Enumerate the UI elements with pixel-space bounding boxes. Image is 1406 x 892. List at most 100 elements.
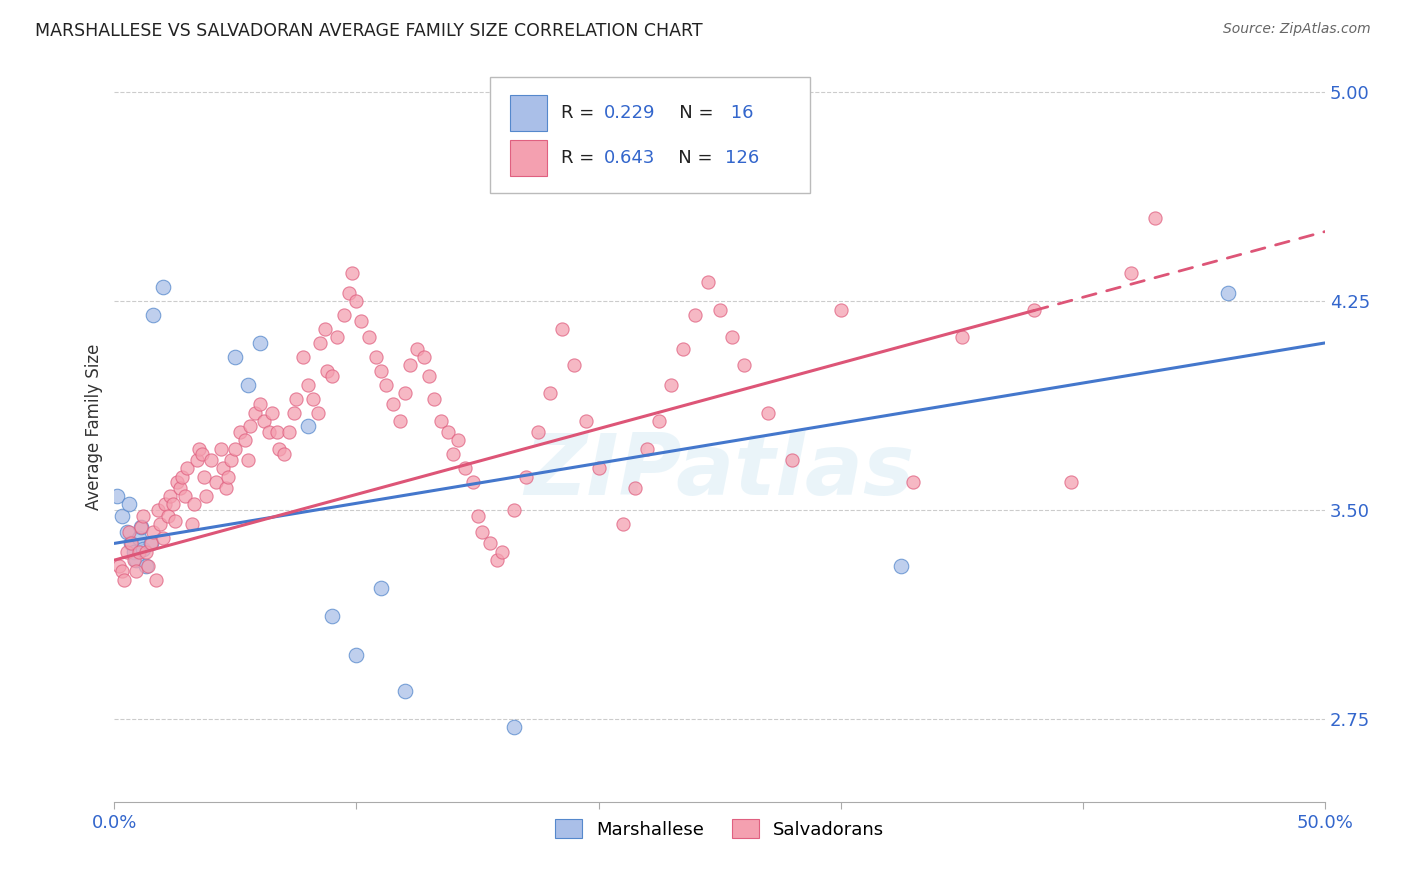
Point <box>118 525 141 540</box>
Point <box>780 453 803 467</box>
Point <box>302 392 325 406</box>
Y-axis label: Average Family Size: Average Family Size <box>86 343 103 509</box>
Point <box>502 503 524 517</box>
Point <box>733 358 755 372</box>
Point <box>340 266 363 280</box>
Point <box>418 369 440 384</box>
Point <box>205 475 228 490</box>
Point <box>364 350 387 364</box>
Point <box>685 308 707 322</box>
Point <box>186 453 208 467</box>
Point <box>155 497 177 511</box>
Point <box>430 414 453 428</box>
Point <box>346 648 368 662</box>
Point <box>193 469 215 483</box>
Point <box>890 558 912 573</box>
Point <box>437 425 460 439</box>
Point <box>333 308 356 322</box>
Point <box>163 514 186 528</box>
Point <box>467 508 489 523</box>
Point <box>215 481 238 495</box>
Point <box>672 342 695 356</box>
Point <box>152 531 174 545</box>
Point <box>1121 266 1143 280</box>
Point <box>249 397 271 411</box>
Point <box>659 377 682 392</box>
Point <box>108 558 131 573</box>
Point <box>1144 211 1167 225</box>
Point <box>283 406 305 420</box>
Point <box>212 461 235 475</box>
Point <box>239 419 262 434</box>
Point <box>423 392 446 406</box>
Point <box>267 442 290 456</box>
Point <box>132 541 155 556</box>
Point <box>135 545 157 559</box>
Point <box>173 489 195 503</box>
Point <box>120 536 142 550</box>
Point <box>159 489 181 503</box>
Point <box>183 497 205 511</box>
Point <box>636 442 658 456</box>
Text: R =: R = <box>561 104 600 122</box>
Point <box>233 434 256 448</box>
Point <box>709 302 731 317</box>
Point <box>478 536 501 550</box>
Point <box>297 377 319 392</box>
Point <box>346 294 368 309</box>
Text: MARSHALLESE VS SALVADORAN AVERAGE FAMILY SIZE CORRELATION CHART: MARSHALLESE VS SALVADORAN AVERAGE FAMILY… <box>35 22 703 40</box>
Point <box>125 564 148 578</box>
Point <box>118 497 141 511</box>
Point <box>277 425 299 439</box>
Point <box>950 330 973 344</box>
Point <box>441 447 464 461</box>
Point <box>142 525 165 540</box>
Text: 0.643: 0.643 <box>605 149 655 167</box>
Point <box>350 314 373 328</box>
Point <box>176 461 198 475</box>
Point <box>253 414 276 428</box>
FancyBboxPatch shape <box>510 95 547 131</box>
Point <box>132 508 155 523</box>
Point <box>146 503 169 517</box>
Point <box>903 475 925 490</box>
Point <box>447 434 470 448</box>
Point <box>575 414 598 428</box>
Point <box>316 364 339 378</box>
Point <box>105 489 128 503</box>
Point <box>1216 285 1239 300</box>
Text: N =: N = <box>661 149 718 167</box>
Point <box>128 531 150 545</box>
Point <box>389 414 412 428</box>
Point <box>370 364 392 378</box>
Point <box>188 442 211 456</box>
Point <box>370 581 392 595</box>
Point <box>398 358 420 372</box>
Point <box>169 481 191 495</box>
Point <box>357 330 380 344</box>
Point <box>145 573 167 587</box>
Point <box>162 497 184 511</box>
Point <box>321 369 343 384</box>
FancyBboxPatch shape <box>489 77 810 194</box>
Point <box>292 350 315 364</box>
Point <box>135 558 157 573</box>
Point <box>394 386 416 401</box>
Point <box>491 545 513 559</box>
Point <box>309 335 332 350</box>
Point <box>830 302 852 317</box>
Point <box>266 425 288 439</box>
Point <box>236 377 259 392</box>
Point <box>156 508 179 523</box>
Point <box>527 425 550 439</box>
Point <box>381 397 404 411</box>
Text: ZIPatlas: ZIPatlas <box>524 430 915 513</box>
Point <box>236 453 259 467</box>
Point <box>115 545 138 559</box>
Text: Source: ZipAtlas.com: Source: ZipAtlas.com <box>1223 22 1371 37</box>
Point <box>139 536 162 550</box>
Point <box>112 573 135 587</box>
Point <box>219 453 242 467</box>
Point <box>149 516 172 531</box>
Point <box>166 475 188 490</box>
